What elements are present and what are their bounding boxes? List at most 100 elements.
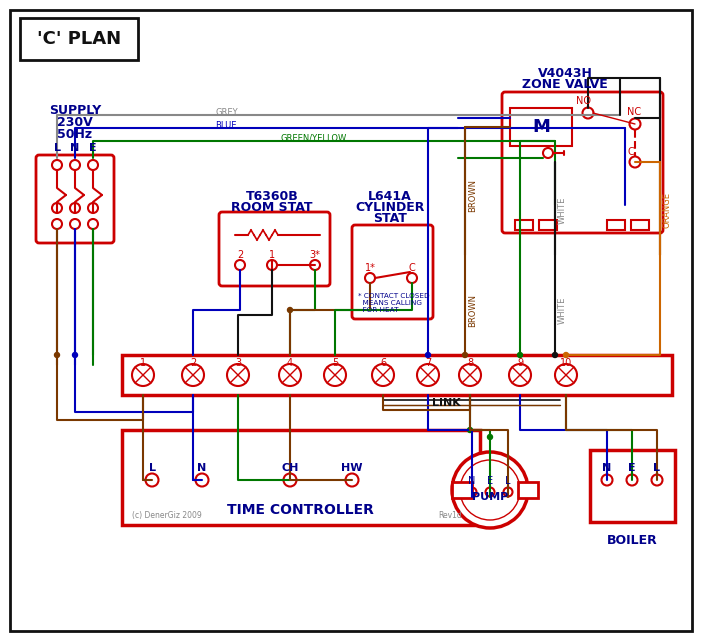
Text: N: N: [70, 143, 79, 153]
Text: 'C' PLAN: 'C' PLAN: [37, 30, 121, 48]
Bar: [631, 220, 649, 230]
Circle shape: [555, 364, 577, 386]
Text: L: L: [149, 463, 156, 473]
Text: ORANGE: ORANGE: [663, 192, 672, 228]
Text: L: L: [53, 143, 60, 153]
Text: GREY: GREY: [215, 108, 237, 117]
Text: L: L: [505, 476, 511, 486]
Circle shape: [227, 364, 249, 386]
Text: CYLINDER: CYLINDER: [355, 201, 425, 213]
Circle shape: [517, 353, 522, 358]
Circle shape: [88, 203, 98, 213]
Circle shape: [145, 474, 159, 487]
Text: WHITE: WHITE: [558, 296, 567, 324]
Bar: [590, 450, 675, 522]
Bar: [518, 482, 538, 498]
Bar: [122, 430, 480, 525]
Text: 2: 2: [237, 250, 243, 260]
Text: V4043H: V4043H: [538, 67, 592, 79]
Bar: [20, 18, 138, 60]
Circle shape: [503, 488, 512, 497]
Circle shape: [132, 364, 154, 386]
Circle shape: [267, 260, 277, 270]
Circle shape: [70, 219, 80, 229]
Circle shape: [70, 160, 80, 170]
Circle shape: [602, 474, 613, 485]
Text: * CONTACT CLOSED
  MEANS CALLING
  FOR HEAT: * CONTACT CLOSED MEANS CALLING FOR HEAT: [358, 293, 430, 313]
Circle shape: [460, 460, 520, 520]
Text: TIME CONTROLLER: TIME CONTROLLER: [227, 503, 373, 517]
Text: 4: 4: [287, 358, 293, 368]
Text: BLUE: BLUE: [215, 121, 237, 129]
Circle shape: [88, 160, 98, 170]
Text: LINK: LINK: [432, 398, 461, 408]
Text: 3*: 3*: [310, 250, 320, 260]
Bar: [607, 220, 625, 230]
FancyBboxPatch shape: [36, 155, 114, 243]
Text: 230V: 230V: [57, 115, 93, 128]
Circle shape: [70, 203, 80, 213]
Circle shape: [324, 364, 346, 386]
Circle shape: [626, 474, 637, 485]
Text: N: N: [468, 476, 476, 486]
Text: BOILER: BOILER: [607, 533, 657, 547]
Bar: [515, 220, 533, 230]
Text: L641A: L641A: [368, 190, 412, 203]
Text: PUMP: PUMP: [472, 492, 508, 502]
FancyBboxPatch shape: [219, 212, 330, 286]
Circle shape: [425, 353, 430, 358]
Text: M: M: [532, 118, 550, 136]
Text: E: E: [487, 476, 493, 486]
Circle shape: [459, 364, 481, 386]
Text: E: E: [628, 463, 636, 473]
Circle shape: [345, 474, 359, 487]
Circle shape: [182, 364, 204, 386]
Circle shape: [372, 364, 394, 386]
Text: WHITE: WHITE: [558, 196, 567, 224]
Text: E: E: [89, 143, 97, 153]
Circle shape: [235, 260, 245, 270]
Circle shape: [468, 488, 477, 497]
Circle shape: [365, 273, 375, 283]
Text: N: N: [197, 463, 206, 473]
Circle shape: [88, 219, 98, 229]
Text: GREEN/YELLOW: GREEN/YELLOW: [280, 133, 346, 142]
Bar: [122, 355, 672, 395]
Circle shape: [52, 160, 62, 170]
Bar: [539, 220, 557, 230]
Text: 3: 3: [235, 358, 241, 368]
Circle shape: [407, 273, 417, 283]
Text: BROWN: BROWN: [468, 178, 477, 212]
Circle shape: [543, 148, 553, 158]
Circle shape: [72, 353, 77, 358]
Circle shape: [452, 452, 528, 528]
Circle shape: [55, 353, 60, 358]
Circle shape: [310, 260, 320, 270]
Circle shape: [487, 435, 493, 440]
Circle shape: [284, 474, 296, 487]
Text: 6: 6: [380, 358, 386, 368]
Text: NO: NO: [576, 96, 591, 106]
Text: BROWN: BROWN: [468, 294, 477, 326]
Bar: [510, 108, 572, 146]
Text: STAT: STAT: [373, 212, 407, 224]
Circle shape: [52, 219, 62, 229]
Text: C: C: [627, 147, 634, 157]
Circle shape: [583, 108, 593, 119]
Circle shape: [195, 474, 208, 487]
Text: 1: 1: [140, 358, 146, 368]
Text: ZONE VALVE: ZONE VALVE: [522, 78, 608, 90]
Circle shape: [52, 203, 62, 213]
Circle shape: [486, 488, 494, 497]
Circle shape: [630, 156, 640, 167]
Circle shape: [509, 364, 531, 386]
Circle shape: [288, 308, 293, 313]
Text: 2: 2: [190, 358, 196, 368]
Text: NC: NC: [627, 107, 641, 117]
Text: N: N: [602, 463, 611, 473]
Text: 7: 7: [425, 358, 431, 368]
Circle shape: [279, 364, 301, 386]
Text: (c) DenerGiz 2009: (c) DenerGiz 2009: [132, 511, 201, 520]
Circle shape: [552, 353, 557, 358]
Bar: [452, 482, 472, 498]
